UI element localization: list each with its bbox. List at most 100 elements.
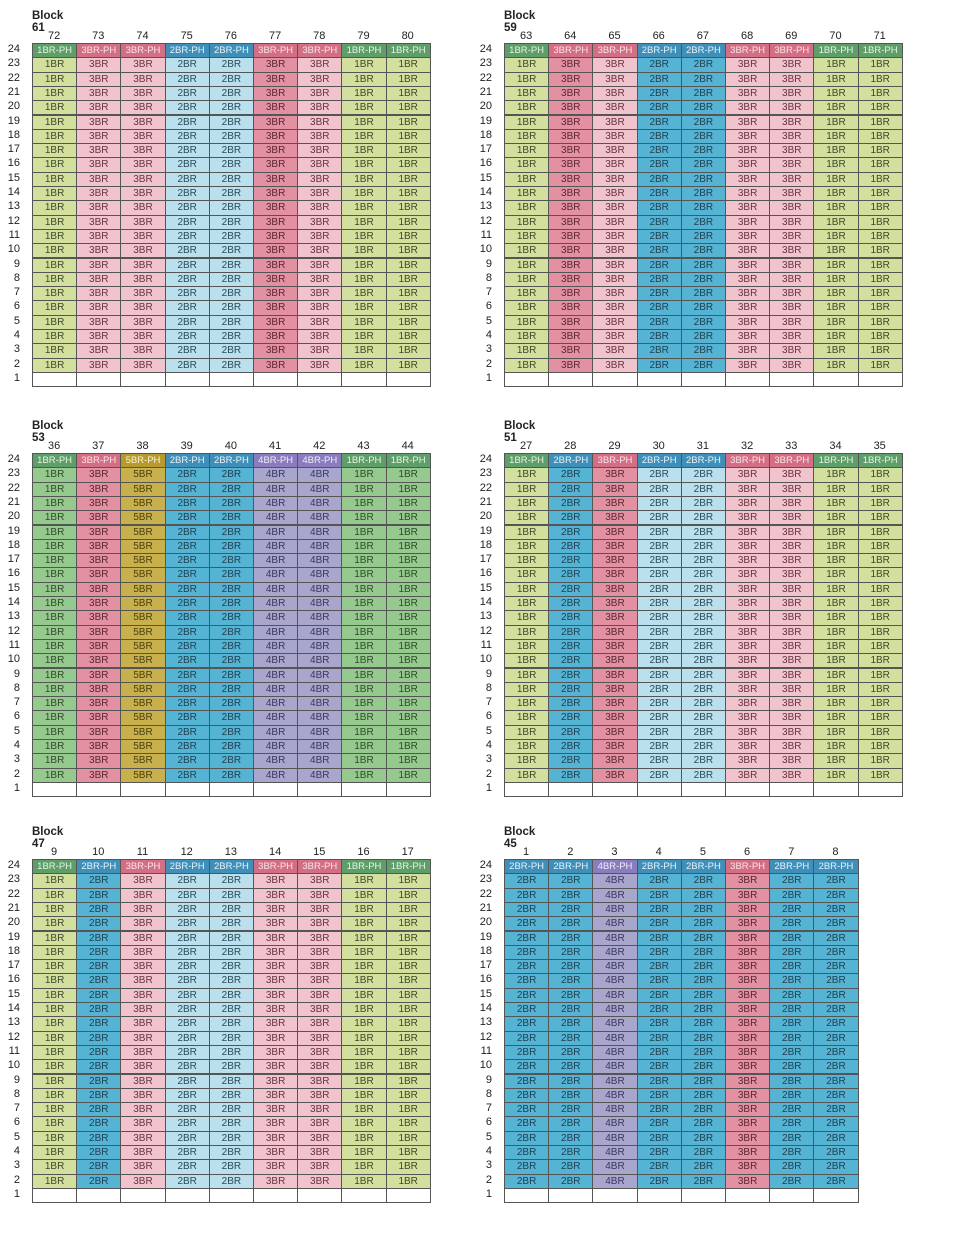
- unit-cell[interactable]: 3BR: [120, 343, 166, 359]
- unit-cell[interactable]: 1BR: [813, 329, 859, 345]
- unit-cell[interactable]: 1BR: [385, 638, 431, 655]
- unit-cell[interactable]: 1BR: [32, 357, 78, 373]
- unit-cell[interactable]: 3BR: [297, 1145, 343, 1161]
- unit-cell[interactable]: 1BR: [32, 114, 78, 130]
- unit-cell[interactable]: 1BR: [32, 973, 78, 989]
- unit-cell[interactable]: 1BR: [32, 610, 78, 626]
- unit-cell[interactable]: 2BR: [769, 1173, 815, 1189]
- unit-cell[interactable]: 3BR: [725, 300, 771, 316]
- unit-cell[interactable]: 2BR: [680, 1145, 726, 1161]
- unit-cell[interactable]: 1BR: [385, 1073, 431, 1089]
- unit-cell[interactable]: 3BR: [253, 214, 299, 230]
- penthouse-cell[interactable]: 4BR-PH: [253, 453, 299, 469]
- unit-cell[interactable]: 4BR: [253, 538, 299, 555]
- unit-cell[interactable]: 1BR: [341, 696, 387, 712]
- unit-cell[interactable]: 3BR: [769, 171, 815, 187]
- unit-cell[interactable]: 1BR: [341, 538, 387, 555]
- penthouse-cell[interactable]: 4BR-PH: [297, 453, 343, 469]
- unit-cell[interactable]: 2BR: [548, 653, 594, 669]
- unit-cell[interactable]: 3BR: [120, 314, 166, 330]
- unit-cell[interactable]: 5BR: [120, 667, 166, 683]
- unit-cell[interactable]: 4BR: [297, 653, 343, 669]
- unit-cell[interactable]: 2BR: [76, 1030, 122, 1046]
- unit-cell[interactable]: 3BR: [253, 944, 299, 961]
- unit-cell[interactable]: 3BR: [120, 100, 166, 116]
- unit-cell[interactable]: 2BR: [680, 901, 726, 918]
- unit-cell[interactable]: 1BR: [504, 696, 550, 712]
- unit-cell[interactable]: 1BR: [857, 228, 903, 245]
- unit-cell[interactable]: 1BR: [341, 653, 387, 669]
- unit-cell[interactable]: 3BR: [297, 114, 343, 130]
- unit-cell[interactable]: 2BR: [504, 959, 550, 975]
- unit-cell[interactable]: 2BR: [548, 696, 594, 712]
- unit-cell[interactable]: 1BR: [504, 567, 550, 583]
- unit-cell[interactable]: 3BR: [120, 114, 166, 130]
- unit-cell[interactable]: 3BR: [297, 944, 343, 961]
- unit-cell[interactable]: 3BR: [725, 930, 771, 946]
- unit-cell[interactable]: 1BR: [32, 653, 78, 669]
- unit-cell[interactable]: 4BR: [592, 1073, 638, 1089]
- unit-cell[interactable]: 2BR: [76, 873, 122, 889]
- unit-cell[interactable]: 2BR: [548, 1044, 594, 1061]
- unit-cell[interactable]: 2BR: [813, 1002, 859, 1018]
- unit-cell[interactable]: 1BR: [504, 467, 550, 483]
- unit-cell[interactable]: 1BR: [385, 343, 431, 359]
- unit-cell[interactable]: 2BR: [813, 1116, 859, 1132]
- unit-cell-empty[interactable]: [385, 781, 431, 798]
- unit-cell[interactable]: 1BR: [32, 85, 78, 102]
- unit-cell[interactable]: 2BR: [636, 143, 682, 159]
- unit-cell[interactable]: 2BR: [680, 959, 726, 975]
- unit-cell[interactable]: 1BR: [385, 495, 431, 512]
- unit-cell[interactable]: 1BR: [857, 638, 903, 655]
- unit-cell[interactable]: 3BR: [76, 57, 122, 73]
- unit-cell[interactable]: 1BR: [504, 286, 550, 302]
- unit-cell[interactable]: 3BR: [725, 1059, 771, 1075]
- unit-cell[interactable]: 1BR: [385, 767, 431, 783]
- unit-cell[interactable]: 2BR: [680, 286, 726, 302]
- unit-cell-empty[interactable]: [769, 371, 815, 388]
- unit-cell[interactable]: 2BR: [164, 1059, 210, 1075]
- unit-cell-empty[interactable]: [813, 371, 859, 388]
- unit-cell[interactable]: 2BR: [548, 710, 594, 726]
- unit-cell[interactable]: 1BR: [857, 696, 903, 712]
- unit-cell[interactable]: 3BR: [592, 214, 638, 230]
- penthouse-cell[interactable]: 3BR-PH: [253, 43, 299, 59]
- unit-cell[interactable]: 2BR: [680, 1059, 726, 1075]
- unit-cell[interactable]: 3BR: [120, 930, 166, 946]
- unit-cell[interactable]: 4BR: [253, 553, 299, 569]
- unit-cell[interactable]: 2BR: [208, 538, 254, 555]
- unit-cell[interactable]: 2BR: [548, 1030, 594, 1046]
- unit-cell[interactable]: 3BR: [548, 157, 594, 173]
- unit-cell[interactable]: 3BR: [253, 1130, 299, 1146]
- unit-cell[interactable]: 3BR: [769, 739, 815, 755]
- unit-cell-empty[interactable]: [120, 371, 166, 388]
- unit-cell[interactable]: 2BR: [548, 753, 594, 769]
- unit-cell[interactable]: 3BR: [253, 85, 299, 102]
- unit-cell[interactable]: 1BR: [32, 753, 78, 769]
- unit-cell[interactable]: 3BR: [120, 1087, 166, 1104]
- unit-cell[interactable]: 3BR: [725, 467, 771, 483]
- unit-cell[interactable]: 1BR: [32, 667, 78, 683]
- unit-cell[interactable]: 2BR: [76, 1073, 122, 1089]
- penthouse-cell[interactable]: 2BR-PH: [164, 859, 210, 875]
- unit-cell[interactable]: 4BR: [297, 696, 343, 712]
- unit-cell[interactable]: 3BR: [120, 143, 166, 159]
- unit-cell[interactable]: 2BR: [164, 724, 210, 740]
- unit-cell[interactable]: 3BR: [769, 157, 815, 173]
- unit-cell[interactable]: 3BR: [725, 524, 771, 540]
- unit-cell[interactable]: 2BR: [769, 1116, 815, 1132]
- unit-cell[interactable]: 3BR: [592, 495, 638, 512]
- unit-cell[interactable]: 1BR: [857, 243, 903, 259]
- unit-cell[interactable]: 3BR: [592, 257, 638, 273]
- unit-cell[interactable]: 2BR: [208, 200, 254, 216]
- unit-cell[interactable]: 3BR: [120, 71, 166, 87]
- penthouse-cell[interactable]: 3BR-PH: [725, 453, 771, 469]
- unit-cell[interactable]: 2BR: [164, 987, 210, 1003]
- unit-cell[interactable]: 3BR: [76, 638, 122, 655]
- unit-cell[interactable]: 2BR: [548, 495, 594, 512]
- unit-cell[interactable]: 4BR: [592, 959, 638, 975]
- unit-cell[interactable]: 2BR: [76, 901, 122, 918]
- unit-cell[interactable]: 2BR: [164, 681, 210, 698]
- unit-cell[interactable]: 3BR: [725, 959, 771, 975]
- unit-cell[interactable]: 5BR: [120, 567, 166, 583]
